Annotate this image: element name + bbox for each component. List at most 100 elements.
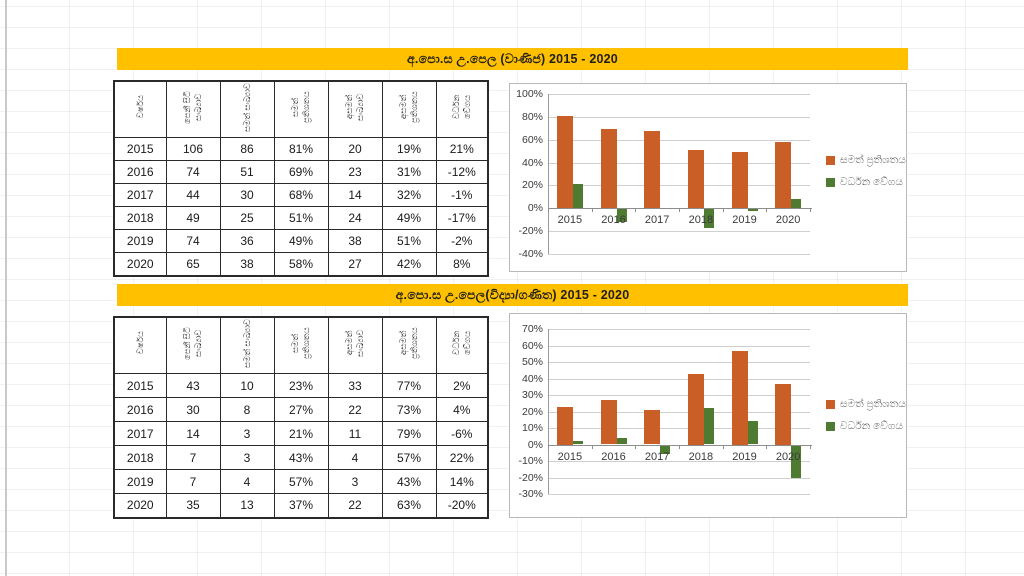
year-cell[interactable]: 2019 [113,469,167,494]
chart-science[interactable]: 70% 60% 50% 40% 30% 20% 10% 0% -10% -20% -30% 2015 2… [509,313,907,518]
table-cell[interactable]: 49% [381,206,437,230]
table-cell[interactable]: 35 [165,493,221,518]
bar-growth-rate[interactable] [791,199,802,209]
year-cell[interactable]: 2015 [113,137,167,161]
table-cell[interactable]: 30 [219,183,275,207]
year-cell[interactable]: 2016 [113,397,167,422]
table-cell[interactable]: 33 [327,373,383,398]
table-cell[interactable]: 3 [219,421,275,446]
table-cell[interactable]: 57% [381,445,437,470]
bar-pass-percentage[interactable] [775,142,792,209]
table-cell[interactable]: 23 [327,160,383,184]
table-cell[interactable]: 49% [273,229,329,253]
year-cell[interactable]: 2017 [113,183,167,207]
table-cell[interactable]: 68% [273,183,329,207]
year-cell[interactable]: 2018 [113,445,167,470]
table-cell[interactable]: 43% [273,445,329,470]
table-cell[interactable]: 37% [273,493,329,518]
table-cell[interactable]: 23% [273,373,329,398]
table-cell[interactable]: 43% [381,469,437,494]
legend-item[interactable]: සමත් ප්‍රතිශතය [826,398,906,411]
table-cell[interactable]: 58% [273,252,329,276]
results-table-science[interactable]: වර්ෂය පෙනී සිටි සංඛ්‍යාව සමත් සංඛ්‍යාව සමත්… [113,316,489,519]
table-cell[interactable]: 10 [219,373,275,398]
year-cell[interactable]: 2020 [113,252,167,276]
table-header-cell[interactable]: අසමත් සංඛ්‍යාව [327,316,383,374]
table-cell[interactable]: 65 [165,252,221,276]
table-cell[interactable]: 57% [273,469,329,494]
table-cell[interactable]: 42% [381,252,437,276]
table-cell[interactable]: 74 [165,229,221,253]
bar-growth-rate[interactable] [747,208,758,211]
table-header-cell[interactable]: වර්ධන වේගය [435,316,489,374]
table-header-cell[interactable]: සමත් සංඛ්‍යාව [219,316,275,374]
table-cell[interactable]: 51% [381,229,437,253]
table-cell[interactable]: 20 [327,137,383,161]
year-cell[interactable]: 2017 [113,421,167,446]
table-header-cell[interactable]: වර්ධන වේගය [435,80,489,138]
results-table-commerce[interactable]: වර්ෂය පෙනී සිටි සංඛ්‍යාව සමත් සංඛ්‍යාව සමත්… [113,80,489,277]
table-cell[interactable]: 86 [219,137,275,161]
bar-growth-rate[interactable] [616,437,627,445]
bar-growth-rate[interactable] [703,208,714,228]
year-cell[interactable]: 2020 [113,493,167,518]
bar-pass-percentage[interactable] [644,130,661,209]
table-cell[interactable]: 8 [219,397,275,422]
table-cell[interactable]: 7 [165,445,221,470]
bar-pass-percentage[interactable] [687,150,704,209]
table-cell[interactable]: 4 [219,469,275,494]
table-cell[interactable]: 51% [273,206,329,230]
table-header-cell[interactable]: සමත් ප්‍රතිශතය [273,316,329,374]
table-header-cell[interactable]: වර්ෂය [113,316,167,374]
bar-growth-rate[interactable] [703,408,714,445]
bar-pass-percentage[interactable] [731,350,748,445]
bar-pass-percentage[interactable] [556,115,573,209]
year-cell[interactable]: 2019 [113,229,167,253]
table-cell[interactable]: 77% [381,373,437,398]
table-cell[interactable]: 13 [219,493,275,518]
table-cell[interactable]: 27% [273,397,329,422]
table-cell[interactable]: 30 [165,397,221,422]
table-cell[interactable]: 19% [381,137,437,161]
section-title-bar-commerce[interactable]: අ.පො.ස උ.පෙල (වාණිජ) 2015 - 2020 [117,48,908,70]
table-cell[interactable]: -20% [435,493,489,518]
bar-growth-rate[interactable] [616,208,627,222]
table-header-cell[interactable]: අසමත් සංඛ්‍යාව [327,80,383,138]
bar-growth-rate[interactable] [572,184,583,209]
table-header-cell[interactable]: වර්ෂය [113,80,167,138]
bar-pass-percentage[interactable] [600,399,617,445]
table-cell[interactable]: 22 [327,397,383,422]
table-cell[interactable]: 49 [165,206,221,230]
table-cell[interactable]: -2% [435,229,489,253]
table-cell[interactable]: 32% [381,183,437,207]
legend-item[interactable]: සමත් ප්‍රතිශතය [826,154,906,167]
table-cell[interactable]: 81% [273,137,329,161]
legend-item[interactable]: වර්ධන වේගය [826,176,906,189]
table-cell[interactable]: 36 [219,229,275,253]
bar-growth-rate[interactable] [747,421,758,445]
table-cell[interactable]: 106 [165,137,221,161]
table-cell[interactable]: 43 [165,373,221,398]
table-cell[interactable]: -6% [435,421,489,446]
bar-pass-percentage[interactable] [731,152,748,209]
table-cell[interactable]: 14% [435,469,489,494]
year-cell[interactable]: 2018 [113,206,167,230]
table-cell[interactable]: 14 [165,421,221,446]
table-cell[interactable]: 4 [327,445,383,470]
table-header-cell[interactable]: සමත් ප්‍රතිශතය [273,80,329,138]
table-cell[interactable]: -1% [435,183,489,207]
table-cell[interactable]: 73% [381,397,437,422]
table-cell[interactable]: 63% [381,493,437,518]
bar-pass-percentage[interactable] [556,406,573,445]
table-cell[interactable]: 3 [219,445,275,470]
table-header-cell[interactable]: අසමත් ප්‍රතිශතය [381,316,437,374]
table-cell[interactable]: 74 [165,160,221,184]
table-header-cell[interactable]: පෙනී සිටි සංඛ්‍යාව [165,80,221,138]
section-title-bar-science[interactable]: අ.පො.ස උ.පෙල(විද්‍යා/ගණිත) 2015 - 2020 [117,284,908,306]
bar-pass-percentage[interactable] [775,383,792,445]
table-cell[interactable]: 27 [327,252,383,276]
bar-growth-rate[interactable] [660,444,671,455]
table-cell[interactable]: 79% [381,421,437,446]
table-cell[interactable]: 38 [219,252,275,276]
table-cell[interactable]: 25 [219,206,275,230]
